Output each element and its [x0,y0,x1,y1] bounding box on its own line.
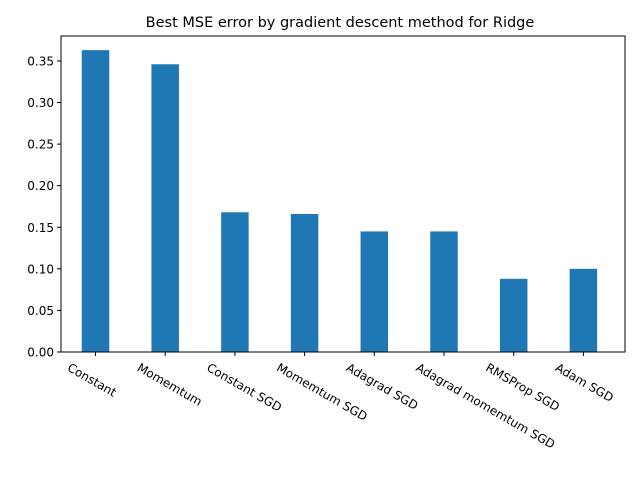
chart-title: Best MSE error by gradient descent metho… [146,15,535,31]
y-tick-label: 0.00 [27,346,54,360]
bars-group [81,50,598,353]
bar-7 [569,268,598,352]
y-tick-label: 0.35 [27,54,54,68]
bar-1 [151,64,179,353]
y-tick-label: 0.10 [27,262,54,276]
bar-4 [360,231,389,352]
plot-frame [60,35,626,353]
y-tick-label: 0.25 [27,138,54,152]
bar-5 [430,231,458,352]
y-tick-label: 0.15 [27,221,54,235]
y-tick-label: 0.30 [27,96,54,110]
bar-3 [290,213,319,352]
bar-6 [499,278,528,352]
bar-2 [221,212,249,352]
y-tick-label: 0.20 [27,179,54,193]
y-axis: 0.00 0.05 0.10 0.15 0.20 0.25 0.30 0.35 [27,54,61,360]
y-tick-label: 0.05 [27,304,54,318]
bar-0 [81,50,110,352]
